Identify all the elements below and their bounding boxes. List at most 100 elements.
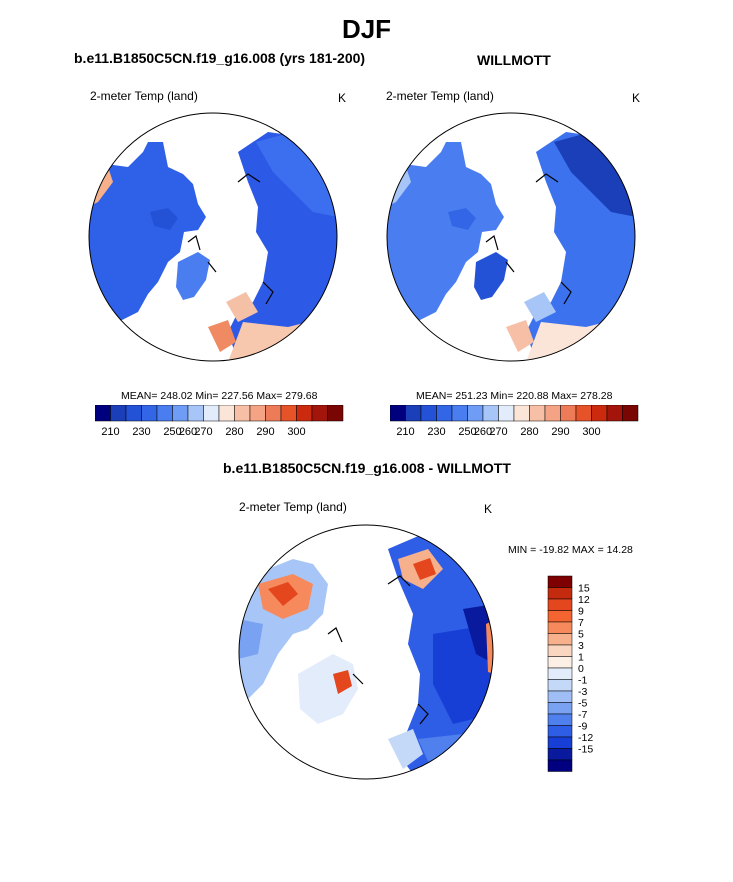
colorbar-label: 3 [578,640,584,652]
colorbar-box [513,405,530,422]
colorbar-box [606,405,623,422]
panel-3-map [238,524,494,780]
colorbar-label: 230 [427,426,445,438]
map-boundary [386,112,636,362]
colorbar-box [622,405,639,422]
colorbar-box [420,405,437,422]
panel-2-map [386,112,636,362]
colorbar-label: 0 [578,663,584,675]
scandinavia-land [388,729,423,769]
colorbar-box [547,679,573,692]
panel-2-variable: 2-meter Temp (land) [386,89,494,103]
panel-1-units: K [338,91,347,105]
colorbar-box [560,405,577,422]
colorbar-box [544,405,561,422]
colorbar-box [125,405,142,422]
alaska-strong-warm [268,582,298,606]
colorbar-box [547,610,573,623]
coastlines [187,173,274,305]
colorbar-box [547,702,573,715]
panel-2-stats: MEAN= 251.23 Min= 220.88 Max= 278.28 [416,390,613,402]
siberia-strong-cold [463,604,493,664]
colorbar-boxes [547,575,573,772]
panel-3-stats: MIN = -19.82 MAX = 14.28 [508,544,633,556]
colorbar-label: -1 [578,675,587,687]
colorbar-label: 300 [287,426,305,438]
europe-cool [418,734,483,772]
panel-1-map [88,112,338,362]
scandinavia-land [226,292,258,322]
colorbar-box [547,713,573,726]
colorbar-box [547,690,573,703]
colorbar-label: -3 [578,686,587,698]
colorbar-label: 12 [578,594,590,606]
colorbar-box [547,621,573,634]
panel-3-title: b.e11.B1850C5CN.f19_g16.008 - WILLMOTT [223,460,511,476]
colorbar-box [547,748,573,761]
colorbar-box [187,405,204,422]
colorbar-box [311,405,328,422]
colorbar-label: 9 [578,606,584,618]
siberia-strong-warm [413,558,436,580]
colorbar-box [547,598,573,611]
greenland-warm-anomaly [333,670,352,694]
colorbar-boxes [95,405,344,422]
archipelago-land [448,208,476,230]
colorbar-label: 7 [578,617,584,629]
colorbar-box [575,405,592,422]
colorbar-label: 260 [179,426,197,438]
colorbar-label: 250 [163,426,181,438]
colorbar-box [451,405,468,422]
greenland-land [474,252,508,300]
colorbar-box [547,736,573,749]
colorbar-box [172,405,189,422]
colorbar-label: 1 [578,652,584,664]
colorbar-box [327,405,344,422]
colorbar-label: 270 [489,426,507,438]
colorbar-label: -7 [578,709,587,721]
colorbar-box [547,587,573,600]
archipelago-land [150,208,178,230]
colorbar-box [156,405,173,422]
colorbar-label: 5 [578,629,584,641]
colorbar-box [110,405,127,422]
colorbar-box [234,405,251,422]
colorbar-box [141,405,158,422]
panel-1-title: b.e11.B1850C5CN.f19_g16.008 (yrs 181-200… [74,50,366,66]
panel-3-variable: 2-meter Temp (land) [239,500,347,514]
colorbar-label: 250 [458,426,476,438]
colorbar-box [482,405,499,422]
colorbar-label: 280 [225,426,243,438]
colorbar-box [436,405,453,422]
page-title: DJF [341,14,392,44]
colorbar-label: 210 [396,426,414,438]
coastlines [485,173,572,305]
scandinavia-warm [506,320,534,352]
colorbar-label: 290 [256,426,274,438]
north-america-land [387,142,504,322]
colorbar-box [529,405,546,422]
colorbar-box [405,405,422,422]
colorbar-boxes [390,405,639,422]
colorbar-label: 210 [101,426,119,438]
panel-3-units: K [484,502,493,516]
colorbar-box [265,405,282,422]
colorbar-box [467,405,484,422]
colorbar-label: 15 [578,583,590,595]
colorbar-box [591,405,608,422]
colorbar-box [218,405,235,422]
colorbar-box [547,644,573,657]
colorbar-label: 280 [520,426,538,438]
colorbar-box [95,405,111,422]
colorbar-label: -15 [578,744,593,756]
colorbar-box [547,656,573,669]
colorbar-box [498,405,515,422]
colorbar-label: -9 [578,721,587,733]
scandinavia-land [524,292,556,322]
